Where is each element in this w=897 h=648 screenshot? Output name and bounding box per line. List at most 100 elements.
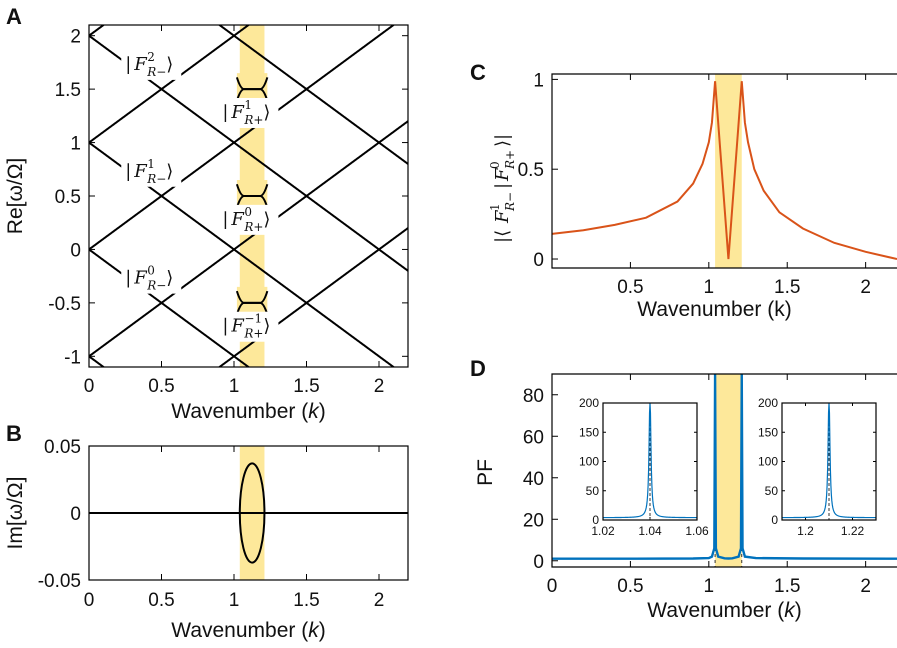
ket-close: ⟩ (263, 316, 270, 337)
y-tick-label: 0 (771, 513, 778, 527)
inset-background (567, 395, 705, 544)
ket-subscript: R− (146, 65, 166, 79)
ket-background (121, 156, 182, 187)
x-tick-label: 0 (84, 590, 95, 611)
y-label-part: F (492, 209, 513, 224)
x-tick-label: 0.5 (148, 590, 174, 611)
ket-superscript: 0 (147, 264, 155, 278)
x-tick-label: 2 (374, 376, 385, 397)
y-tick-label: 50 (765, 484, 779, 498)
ket-background (121, 49, 182, 80)
axes-frame (551, 373, 897, 568)
y-label-part: 0 (488, 161, 502, 169)
panel-letter-a: A (6, 4, 22, 29)
y-tick-label: -0.5 (48, 294, 81, 315)
y-axis-label: |⟨F1 R−|F0 R+⟩| (488, 134, 517, 243)
ket-background (121, 263, 182, 294)
band-down (217, 25, 408, 165)
ket-bar: | (125, 161, 131, 182)
y-tick-label: 0 (533, 250, 544, 271)
x-tick-label: 1 (229, 590, 240, 611)
ket-superscript: 2 (147, 50, 155, 64)
y-label-part: ⟩| (492, 134, 513, 147)
y-label-part: | (492, 183, 513, 189)
ket-close: ⟩ (166, 268, 173, 289)
y-label-part: R+ (503, 150, 517, 170)
y-tick-label: 60 (523, 427, 544, 448)
x-tick-label: 1.5 (774, 576, 800, 597)
x-axis-label: Wavenumber (k) (171, 619, 325, 642)
y-tick-label: -1 (64, 347, 81, 368)
y-tick-label: 0.05 (44, 437, 81, 458)
y-tick-label: 0 (70, 504, 81, 525)
y-axis-label: Im[ω/Ω] (4, 477, 27, 550)
inset-1: 1.02 1.04 1.06 0 50 100 150 200 (567, 395, 709, 544)
ket-superscript: 1 (244, 98, 252, 112)
y-tick-label: 200 (579, 396, 599, 410)
y-tick-label: 40 (523, 469, 544, 490)
x-tick-label: 1 (704, 277, 715, 298)
y-axis-label: PF (474, 459, 497, 486)
y-label-part: R− (503, 192, 517, 212)
panel-letter-c: C (470, 60, 486, 85)
y-axis-label: Re[ω/Ω] (4, 158, 27, 234)
panel-a: 0 0.5 1 1.5 2 -1 -0.5 0 0.5 1 1.5 2 Re[ω/Ω] Wavenumbe… (4, 24, 409, 423)
y-tick-label: -0.05 (38, 571, 81, 592)
y-label-part: F (492, 167, 513, 182)
ket-subscript: R− (146, 279, 166, 293)
overlap-curve (551, 81, 897, 260)
y-tick-label: 0.5 (55, 187, 81, 208)
inset-2: 1.2 1.22 0 50 100 150 200 (746, 395, 884, 544)
y-tick-label: 80 (523, 386, 544, 407)
ket-base: F (133, 161, 148, 182)
state-ket-label: | F 2R− ⟩ (125, 50, 173, 79)
x-tick-label: 0.5 (617, 576, 643, 597)
y-tick-label: 1 (533, 70, 544, 91)
state-ket-label: | F 1R− ⟩ (125, 157, 173, 186)
shaded-band (715, 74, 742, 268)
x-tick-label: 1 (704, 576, 715, 597)
y-label-part: 1 (488, 203, 502, 211)
panel-letter-b: B (6, 421, 22, 446)
ket-subscript: R+ (243, 327, 263, 341)
x-tick-label: 1.5 (774, 277, 800, 298)
axes-frame (551, 73, 897, 269)
x-tick-label: 2 (860, 277, 871, 298)
ket-superscript: −1 (244, 312, 262, 326)
y-tick-label: 150 (758, 425, 778, 439)
x-axis-label: Wavenumber (k) (647, 599, 801, 622)
inset-background (746, 395, 884, 544)
ket-close: ⟩ (263, 209, 270, 230)
anticrossing-upper (235, 183, 269, 197)
state-ket-label: | F 0R+ ⟩ (222, 205, 270, 234)
x-tick-label: 0.5 (617, 277, 643, 298)
ket-bar: | (125, 268, 131, 289)
ket-close: ⟩ (166, 54, 173, 75)
x-tick-label: 1 (229, 376, 240, 397)
x-tick-label: 1.5 (293, 590, 319, 611)
x-tick-label: 1.2 (797, 524, 814, 538)
ket-subscript: R− (146, 172, 166, 186)
im-ellipse (238, 462, 266, 564)
x-axis-label: Wavenumber (k) (171, 400, 325, 423)
x-axis-label: Wavenumber (k) (637, 298, 791, 321)
axes-frame (88, 445, 409, 581)
y-label-part: |⟨ (492, 230, 513, 243)
axes-frame (88, 24, 409, 368)
ket-bar: | (125, 54, 131, 75)
anticrossing-upper (235, 290, 269, 304)
y-tick-label: 100 (579, 455, 599, 469)
anticrossing-upper (235, 77, 269, 91)
panel-c: 0.5 1 1.5 200.51|⟨F1 R−|F0 R+⟩|Wavenumber (k) (488, 70, 897, 321)
state-ket-label: | F 1R+ ⟩ (222, 98, 270, 127)
panel-letter-d: D (470, 356, 486, 381)
band-up (89, 25, 396, 251)
ket-base: F (230, 102, 245, 123)
ket-background (218, 204, 279, 235)
ket-base: F (133, 268, 148, 289)
ket-superscript: 1 (147, 157, 155, 171)
pf-curve (552, 374, 897, 560)
